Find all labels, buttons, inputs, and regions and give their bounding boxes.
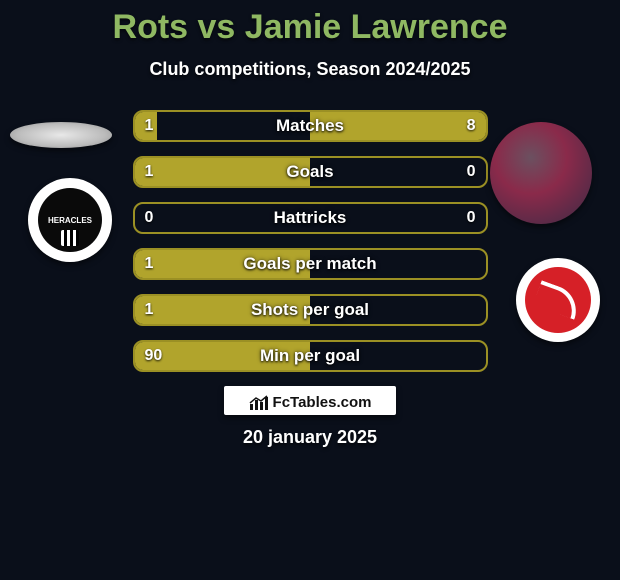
date-label: 20 january 2025 <box>0 427 620 448</box>
branding-text: FcTables.com <box>273 394 372 411</box>
stat-label: Matches <box>135 112 486 140</box>
stat-row: 00Hattricks <box>133 202 488 234</box>
player2-club-badge <box>516 258 600 342</box>
chart-icon <box>249 395 269 411</box>
stat-row: 10Goals <box>133 156 488 188</box>
subtitle: Club competitions, Season 2024/2025 <box>0 59 620 80</box>
stat-label: Min per goal <box>135 342 486 370</box>
stat-row: 1Goals per match <box>133 248 488 280</box>
page-title: Rots vs Jamie Lawrence <box>0 8 620 47</box>
stat-row: 18Matches <box>133 110 488 142</box>
stat-row: 1Shots per goal <box>133 294 488 326</box>
stat-row: 90Min per goal <box>133 340 488 372</box>
player1-avatar <box>10 122 112 148</box>
stat-label: Goals per match <box>135 250 486 278</box>
branding-badge[interactable]: FcTables.com <box>224 386 396 415</box>
player1-club-badge: HERACLES <box>28 178 112 262</box>
player2-avatar <box>490 122 592 224</box>
stat-label: Shots per goal <box>135 296 486 324</box>
stat-label: Hattricks <box>135 204 486 232</box>
player1-club-label: HERACLES <box>48 216 92 225</box>
stat-label: Goals <box>135 158 486 186</box>
